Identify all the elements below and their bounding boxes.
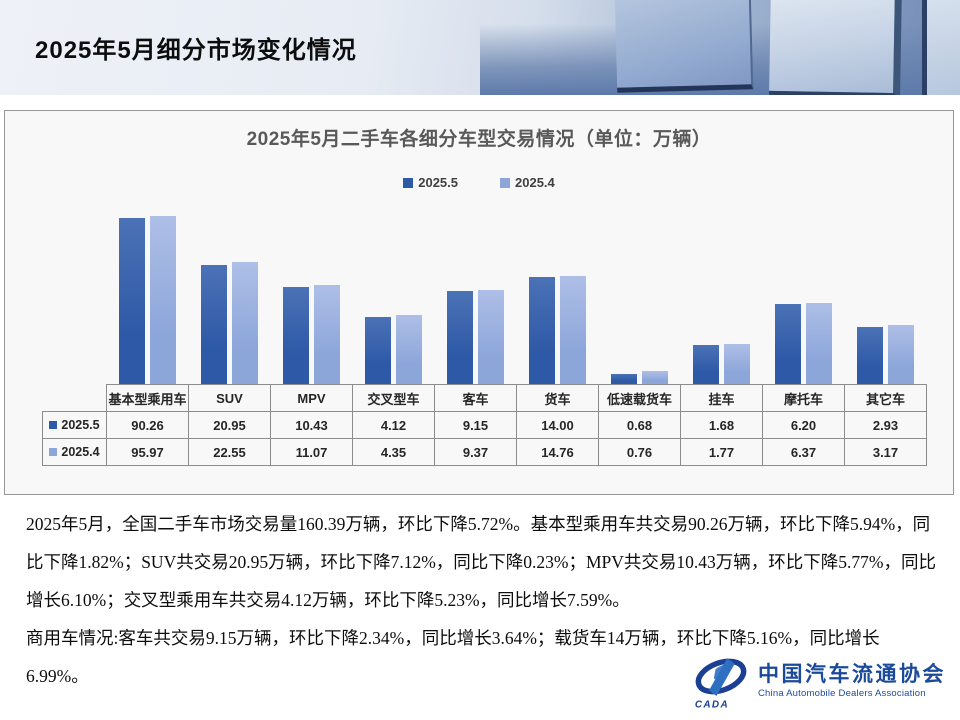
table-series-cell: 2025.4 <box>42 438 107 466</box>
body-paragraph-1: 2025年5月，全国二手车市场交易量160.39万辆，环比下降5.72%。基本型… <box>26 514 936 610</box>
table-value-cell: 9.37 <box>434 438 517 466</box>
bar-2025.5-基本型乘用车 <box>118 218 145 384</box>
table-value-cell: 20.95 <box>188 411 271 439</box>
table-value-cell: 11.07 <box>270 438 353 466</box>
plot-column-低速载货车 <box>598 139 680 384</box>
bar-2025.4-客车 <box>477 290 504 384</box>
body-text: 2025年5月，全国二手车市场交易量160.39万辆，环比下降5.72%。基本型… <box>26 505 938 695</box>
table-category-cell: 低速载货车 <box>598 384 681 412</box>
plot-column-其它车 <box>844 139 926 384</box>
table-category-cell: 基本型乘用车 <box>106 384 189 412</box>
bar-2025.5-MPV <box>282 287 309 384</box>
legend-item-2025.5: 2025.5 <box>403 175 458 190</box>
table-corner-cell <box>43 385 107 412</box>
table-value-cell: 0.68 <box>598 411 681 439</box>
table-value-cell: 1.77 <box>680 438 763 466</box>
table-series-cell: 2025.5 <box>42 411 107 439</box>
bar-2025.4-其它车 <box>887 325 914 384</box>
cada-logo: CADA 中国汽车流通协会 China Automobile Dealers A… <box>692 650 946 712</box>
bar-2025.5-客车 <box>446 291 473 384</box>
table-value-cell: 10.43 <box>270 411 353 439</box>
table-value-cell: 9.15 <box>434 411 517 439</box>
table-value-cell: 4.35 <box>352 438 435 466</box>
body-paragraph-2: 商用车情况:客车共交易9.15万辆，环比下降2.34%，同比增长3.64%；载货… <box>26 628 880 686</box>
cada-acronym: CADA <box>695 699 729 710</box>
bar-2025.5-挂车 <box>692 345 719 384</box>
table-value-cell: 0.76 <box>598 438 681 466</box>
table-value-cell: 90.26 <box>106 411 189 439</box>
bar-2025.5-摩托车 <box>774 304 801 384</box>
plot-column-MPV <box>270 139 352 384</box>
table-category-cell: 挂车 <box>680 384 763 412</box>
plot-column-摩托车 <box>762 139 844 384</box>
bar-2025.4-SUV <box>231 262 258 384</box>
decorative-cube-1 <box>614 0 754 93</box>
decorative-cube-3 <box>922 0 960 95</box>
table-category-cell: 摩托车 <box>762 384 845 412</box>
table-category-cell: 其它车 <box>844 384 927 412</box>
header-band: 2025年5月细分市场变化情况 <box>0 0 960 95</box>
plot-column-基本型乘用车 <box>106 139 188 384</box>
legend-label: 2025.4 <box>515 175 555 190</box>
plot-column-客车 <box>434 139 516 384</box>
chart-legend: 2025.5 2025.4 <box>5 175 953 190</box>
table-category-cell: 货车 <box>516 384 599 412</box>
plot-column-挂车 <box>680 139 762 384</box>
table-value-cell: 4.12 <box>352 411 435 439</box>
bar-2025.4-交叉型车 <box>395 315 422 384</box>
table-value-cell: 6.20 <box>762 411 845 439</box>
table-category-cell: MPV <box>270 384 353 412</box>
bar-2025.4-基本型乘用车 <box>149 216 176 384</box>
series-swatch-icon <box>49 448 58 456</box>
table-value-cell: 2.93 <box>844 411 927 439</box>
table-value-cell: 95.97 <box>106 438 189 466</box>
chart-title: 2025年5月二手车各细分车型交易情况（单位：万辆） <box>246 129 712 150</box>
table-row-2025.4: 2025.4 95.97 22.55 11.07 4.35 9.37 14.76 0.76 1.… <box>42 438 927 466</box>
table-header-row: 基本型乘用车 SUV MPV 交叉型车 客车 货车 低速载货车 挂车 摩托车 其它车 <box>43 384 927 412</box>
plot-column-货车 <box>516 139 598 384</box>
table-value-cell: 22.55 <box>188 438 271 466</box>
bar-2025.4-挂车 <box>723 344 750 384</box>
legend-swatch-icon <box>403 177 414 188</box>
table-value-cell: 6.37 <box>762 438 845 466</box>
bar-2025.4-摩托车 <box>805 303 832 384</box>
plot-area <box>106 139 926 384</box>
decorative-cube-2 <box>769 0 902 95</box>
legend-item-2025.4: 2025.4 <box>500 175 555 190</box>
plot-column-交叉型车 <box>352 139 434 384</box>
bar-2025.5-SUV <box>200 265 227 384</box>
table-value-cell: 3.17 <box>844 438 927 466</box>
table-category-cell: 客车 <box>434 384 517 412</box>
data-table: 基本型乘用车 SUV MPV 交叉型车 客车 货车 低速载货车 挂车 摩托车 其它车 2025.5 9… <box>42 384 927 466</box>
series-swatch-icon <box>49 421 58 429</box>
bar-2025.4-货车 <box>559 276 586 384</box>
page-title: 2025年5月细分市场变化情况 <box>35 37 357 64</box>
table-value-cell: 14.00 <box>516 411 599 439</box>
table-category-cell: 交叉型车 <box>352 384 435 412</box>
bar-2025.4-低速载货车 <box>641 371 668 384</box>
legend-swatch-icon <box>500 177 510 188</box>
logo-name-en: China Automobile Dealers Association <box>758 688 926 700</box>
logo-text: 中国汽车流通协会 China Automobile Dealers Associ… <box>758 663 946 699</box>
table-row-2025.5: 2025.5 90.26 20.95 10.43 4.12 9.15 14.00 0.68 1.… <box>42 411 927 439</box>
plot-column-SUV <box>188 139 270 384</box>
logo-name-cn: 中国汽车流通协会 <box>758 662 946 686</box>
chart-panel: 2025年5月二手车各细分车型交易情况（单位：万辆） 2025.5 2025.4 … <box>4 110 954 495</box>
bar-2025.4-MPV <box>313 285 340 384</box>
legend-label: 2025.5 <box>418 175 458 190</box>
table-value-cell: 14.76 <box>516 438 599 466</box>
bar-2025.5-其它车 <box>856 327 883 384</box>
cada-emblem-icon: CADA <box>695 658 747 710</box>
bar-2025.5-交叉型车 <box>364 317 391 384</box>
bar-2025.5-货车 <box>528 277 555 384</box>
table-category-cell: SUV <box>188 384 271 412</box>
bar-2025.5-低速载货车 <box>610 374 637 384</box>
table-value-cell: 1.68 <box>680 411 763 439</box>
